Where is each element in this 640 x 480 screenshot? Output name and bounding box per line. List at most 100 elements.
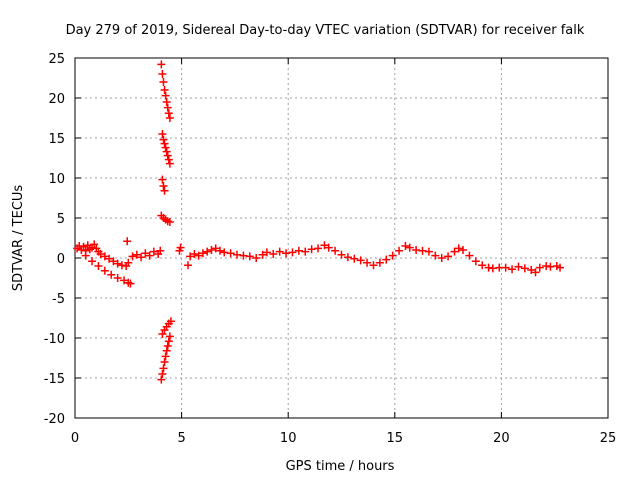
- plot-frame: [74, 57, 609, 419]
- data-point-main: [542, 262, 551, 270]
- data-point-spike-upper: [158, 130, 167, 138]
- data-point-main: [343, 253, 352, 262]
- data-points: [73, 60, 565, 384]
- data-point-main: [382, 255, 391, 264]
- data-point-main: [444, 252, 453, 261]
- data-point-lower-branch: [81, 251, 90, 260]
- data-point-spike-upper: [160, 139, 169, 148]
- data-point-spike-upper: [158, 175, 167, 184]
- data-point-main: [245, 252, 254, 261]
- data-point-main: [123, 237, 132, 246]
- data-point-main: [124, 258, 133, 267]
- data-point-main: [535, 263, 544, 272]
- data-point-main: [96, 250, 105, 258]
- data-point-main: [239, 251, 248, 260]
- data-point-lower-branch: [100, 266, 109, 275]
- data-point-spike-upper: [160, 186, 169, 195]
- data-point-main: [465, 251, 474, 260]
- x-tick-label: 15: [387, 431, 404, 446]
- data-point-main: [459, 246, 468, 254]
- data-point-main: [294, 246, 303, 255]
- y-tick-label: 25: [48, 52, 65, 67]
- y-tick-label: -15: [44, 372, 65, 387]
- data-point-spike-upper: [158, 70, 167, 78]
- data-point-spike-upper: [159, 135, 168, 144]
- data-point-spike-upper: [165, 114, 174, 122]
- data-point-main: [132, 250, 141, 259]
- data-point-main: [454, 244, 463, 253]
- y-tick-label: -5: [52, 292, 65, 307]
- data-point-main: [141, 249, 150, 258]
- data-point-main: [484, 263, 493, 272]
- data-point-main: [149, 247, 158, 256]
- y-tick-label: 10: [48, 172, 65, 187]
- data-point-spike-upper: [159, 182, 168, 190]
- data-point-spike-lower: [158, 370, 167, 378]
- data-point-main: [520, 264, 529, 273]
- data-point-main: [211, 244, 220, 253]
- data-point-main: [363, 258, 372, 267]
- data-point-main: [337, 250, 346, 259]
- data-point-main: [412, 246, 421, 254]
- data-point-main: [109, 257, 118, 266]
- data-point-main: [369, 261, 378, 270]
- data-point-spike-lower: [157, 375, 166, 384]
- data-point-lower-branch: [113, 274, 122, 282]
- chart-title: Day 279 of 2019, Sidereal Day-to-day VTE…: [66, 23, 585, 38]
- data-point-lower-branch: [94, 262, 103, 270]
- data-point-main: [405, 243, 414, 252]
- data-point-spike-upper: [157, 60, 166, 69]
- data-point-main: [269, 250, 278, 258]
- data-point-main: [356, 256, 365, 265]
- y-tick-label: -20: [44, 412, 65, 427]
- data-point-main: [424, 247, 433, 256]
- data-point-main: [207, 246, 216, 254]
- data-point-main: [514, 262, 523, 271]
- data-point-main: [128, 252, 137, 261]
- data-point-main: [233, 250, 242, 259]
- data-point-main: [508, 265, 517, 274]
- data-point-main: [488, 264, 497, 273]
- data-point-spike-upper: [163, 103, 172, 112]
- y-tick-label: 5: [57, 212, 65, 227]
- data-point-main: [556, 263, 565, 272]
- data-point-spike-upper: [162, 147, 171, 156]
- data-point-spike-lower: [166, 317, 175, 326]
- data-point-main: [395, 246, 404, 255]
- data-point-main: [226, 249, 235, 258]
- data-point-spike-lower: [160, 358, 169, 366]
- data-point-main: [220, 248, 229, 257]
- data-point-main: [307, 245, 316, 254]
- data-point-main: [194, 251, 203, 260]
- axis-ticks: 0 5 10 15 20 25 -20 -15 -10 -5 0 5 10 15 20 25: [44, 52, 617, 446]
- x-tick-label: 25: [600, 431, 617, 446]
- data-point-spike-upper: [162, 98, 171, 106]
- data-point-main: [190, 250, 199, 258]
- data-point-main: [113, 259, 122, 268]
- data-point-main: [418, 246, 427, 255]
- data-point-spike-upper: [161, 91, 170, 100]
- data-point-spike-lower: [164, 337, 173, 346]
- data-point-main: [471, 257, 480, 266]
- data-point-main: [145, 251, 154, 260]
- data-point-main: [314, 244, 323, 253]
- data-point-main: [331, 246, 340, 255]
- x-tick-label: 0: [71, 431, 79, 446]
- y-tick-label: 0: [57, 252, 65, 267]
- data-point-main: [527, 266, 536, 274]
- data-point-main: [183, 261, 192, 270]
- data-point-spike-upper: [164, 109, 173, 118]
- data-point-main: [531, 268, 540, 277]
- data-point-spike-lower: [165, 332, 174, 341]
- data-point-main: [288, 248, 297, 257]
- data-point-main: [176, 243, 185, 252]
- data-point-main: [203, 247, 212, 256]
- data-point-main: [105, 254, 114, 263]
- y-tick-label: 15: [48, 132, 65, 147]
- y-tick-label: 20: [48, 92, 65, 107]
- data-point-lower-branch: [126, 279, 135, 288]
- data-point-spike-upper: [159, 78, 168, 86]
- data-point-main: [252, 254, 261, 262]
- data-point-spike-upper: [160, 86, 169, 94]
